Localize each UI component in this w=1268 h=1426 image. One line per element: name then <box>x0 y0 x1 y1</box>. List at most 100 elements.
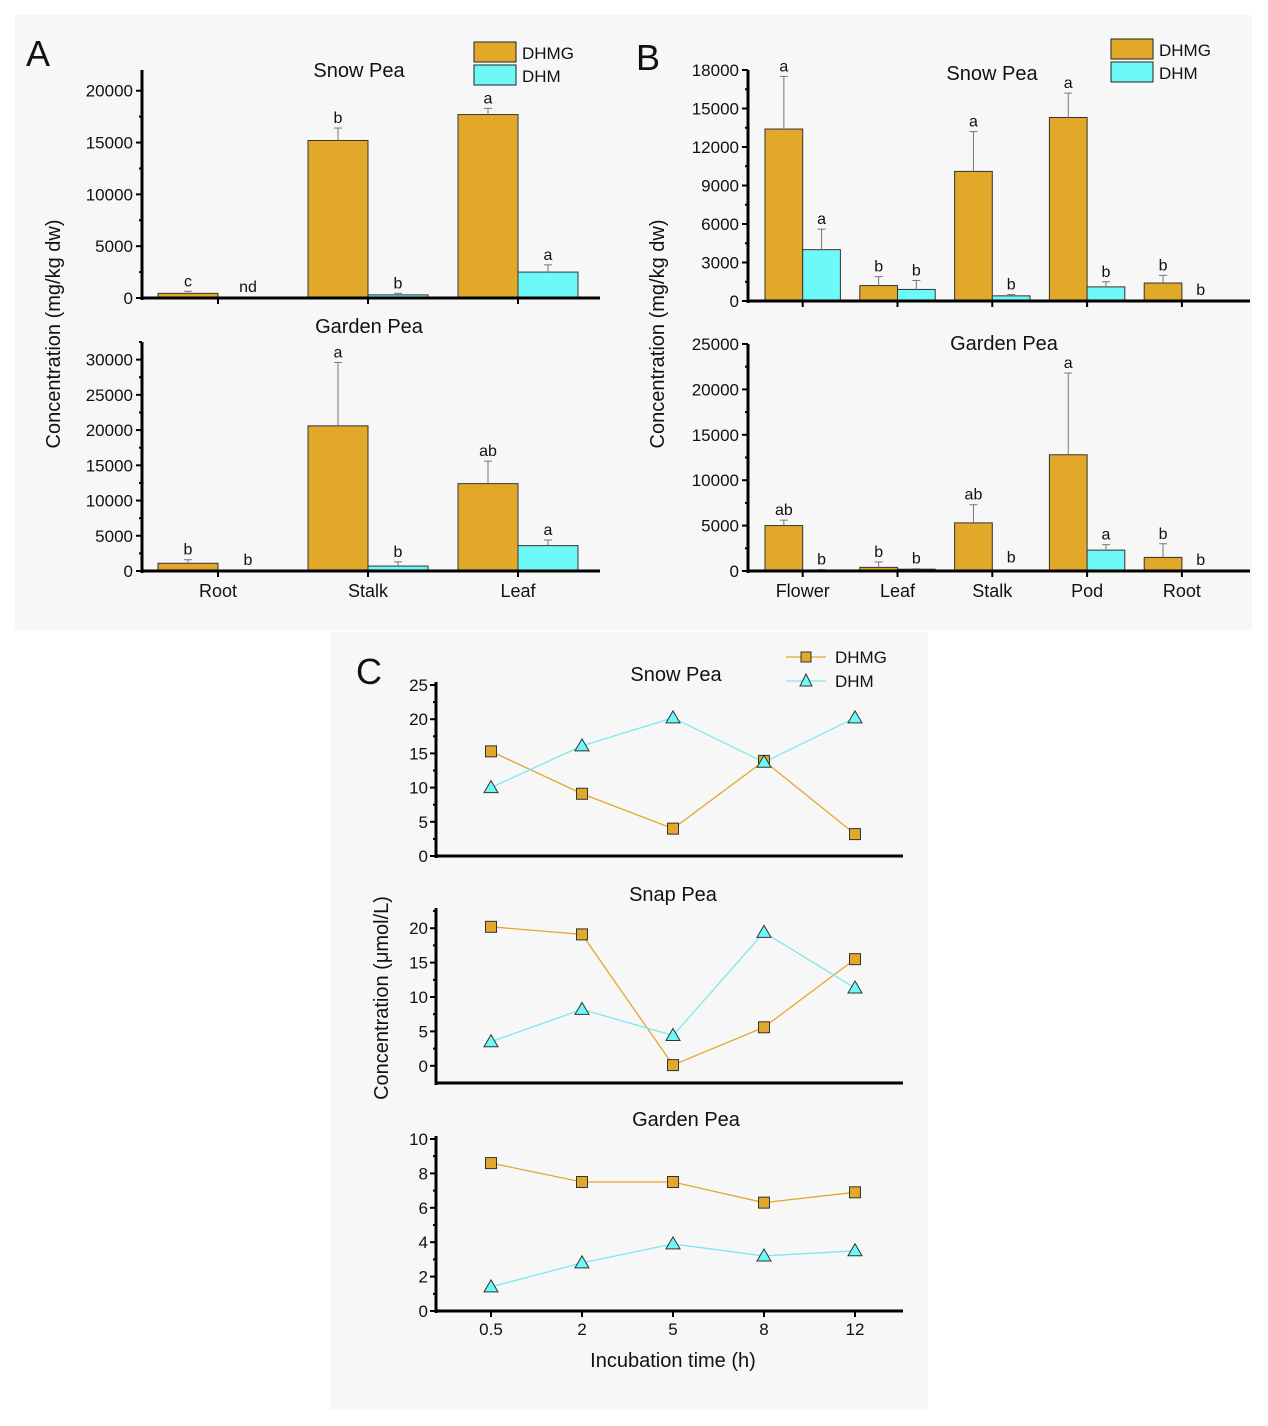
bar-dhm <box>802 249 841 302</box>
y-tick-label: 10000 <box>86 492 133 511</box>
y-tick-label: 20 <box>409 710 428 729</box>
y-tick-label: 15000 <box>692 426 739 445</box>
x-tick-label: Leaf <box>880 581 916 601</box>
y-tick-label: 12000 <box>692 138 739 157</box>
panel-label-b: B <box>636 37 660 78</box>
data-point-dhmg <box>758 1021 770 1034</box>
significance-letter: a <box>544 247 553 264</box>
significance-letter: a <box>1064 75 1073 92</box>
significance-letter: b <box>1159 257 1168 274</box>
x-tick-label: Stalk <box>348 581 389 601</box>
y-tick-label: 5 <box>419 1022 428 1041</box>
y-tick-label: 2 <box>419 1268 428 1287</box>
bar-dhmg <box>1048 116 1088 302</box>
panel-a-legend: DHMG DHM <box>473 41 574 86</box>
subplot-title: Snap Pea <box>629 884 718 906</box>
subplot-title: Snow Pea <box>630 664 722 686</box>
bar-dhmg <box>307 139 369 299</box>
y-tick-label: 25 <box>409 676 428 695</box>
data-point-dhmg <box>576 1176 588 1188</box>
significance-letter: a <box>544 522 553 539</box>
bar-dhmg <box>859 285 898 302</box>
bar-dhm <box>517 545 579 572</box>
significance-letter: b <box>1159 526 1168 543</box>
data-point-dhmg <box>485 745 497 758</box>
data-point-dhm <box>847 1242 863 1257</box>
significance-letter: b <box>1196 552 1205 569</box>
significance-letter: b <box>874 259 883 276</box>
significance-letter: b <box>874 544 883 561</box>
y-tick-label: 8 <box>419 1164 428 1183</box>
y-tick-label: 20000 <box>86 421 133 440</box>
y-tick-label: 5000 <box>95 237 133 256</box>
data-point-dhm <box>574 1001 590 1015</box>
subplot-title: Snow Pea <box>946 63 1038 85</box>
y-tick-label: 3000 <box>701 254 739 273</box>
y-tick-label: 18000 <box>692 61 739 80</box>
significance-letter: b <box>244 552 253 569</box>
legend-b-dhmg-swatch <box>1110 38 1154 60</box>
y-tick-label: 10 <box>409 988 428 1007</box>
data-point-dhmg <box>576 928 588 941</box>
panel-c-legend: DHMG DHM <box>786 648 887 691</box>
panel-label-a: A <box>26 33 50 74</box>
y-tick-label: 5 <box>419 813 428 832</box>
data-point-dhmg <box>667 1059 679 1072</box>
significance-letter: b <box>1101 264 1110 281</box>
y-tick-label: 10000 <box>86 185 133 204</box>
significance-letter: b <box>184 542 193 559</box>
bar-dhm <box>1086 549 1126 572</box>
x-tick-label: Root <box>1163 581 1201 601</box>
y-tick-label: 25000 <box>692 335 739 354</box>
x-tick-label: Flower <box>776 581 830 601</box>
x-tick-label: 5 <box>668 1320 677 1339</box>
data-point-dhmg <box>849 828 861 841</box>
subplot-title: Snow Pea <box>313 60 405 82</box>
panel-c-ylabel: Concentration (μmol/L) <box>371 896 393 1100</box>
data-point-dhm <box>665 1235 681 1250</box>
bar-dhmg <box>457 114 519 299</box>
subplot-title: Garden Pea <box>315 316 424 338</box>
y-tick-label: 10 <box>409 779 428 798</box>
significance-letter: a <box>779 58 788 75</box>
significance-letter: b <box>1007 277 1016 294</box>
data-point-dhm <box>756 1247 772 1262</box>
bar-dhmg <box>1048 454 1088 572</box>
panel-label-c: C <box>356 651 382 692</box>
data-point-dhm <box>756 754 772 768</box>
panel-c-garden-pea-subplot: Garden Pea 0 2 4 6 8 10 0.5 2 5 8 12 <box>409 1109 903 1339</box>
panel-c-snow-pea-subplot: Snow Pea 0 5 10 15 20 25 <box>409 664 903 866</box>
significance-letter: a <box>817 211 826 228</box>
bar-dhmg <box>457 483 519 572</box>
data-point-dhmg <box>849 1186 861 1199</box>
significance-letter: ab <box>479 443 497 460</box>
x-tick-label: 2 <box>577 1320 586 1339</box>
significance-letter: b <box>912 551 921 568</box>
data-point-dhm <box>483 1278 499 1293</box>
series-line-dhm <box>490 931 856 1043</box>
data-point-dhm <box>665 709 681 724</box>
y-tick-label: 10000 <box>692 471 739 490</box>
legend-a-dhmg-label: DHMG <box>522 44 574 63</box>
y-tick-label: 20000 <box>86 82 133 101</box>
y-tick-label: 6 <box>419 1199 428 1218</box>
y-tick-label: 20 <box>409 919 428 938</box>
y-tick-label: 0 <box>419 1302 428 1321</box>
x-tick-label: Pod <box>1071 581 1103 601</box>
data-point-dhmg <box>485 920 497 933</box>
y-tick-label: 5000 <box>95 527 133 546</box>
legend-a-dhm-label: DHM <box>522 67 561 86</box>
data-point-dhm <box>756 924 772 938</box>
y-tick-label: 9000 <box>701 177 739 196</box>
significance-letter: a <box>1064 355 1073 372</box>
legend-b-dhm-label: DHM <box>1159 64 1198 83</box>
significance-letter: c <box>184 273 192 290</box>
legend-c-dhm-marker <box>799 672 813 687</box>
panel-ab-background <box>15 15 1252 630</box>
bar-dhm <box>897 288 936 302</box>
y-tick-label: 15000 <box>86 134 133 153</box>
significance-letter: ab <box>965 487 983 504</box>
y-tick-label: 0 <box>419 1057 428 1076</box>
y-tick-label: 0 <box>419 847 428 866</box>
